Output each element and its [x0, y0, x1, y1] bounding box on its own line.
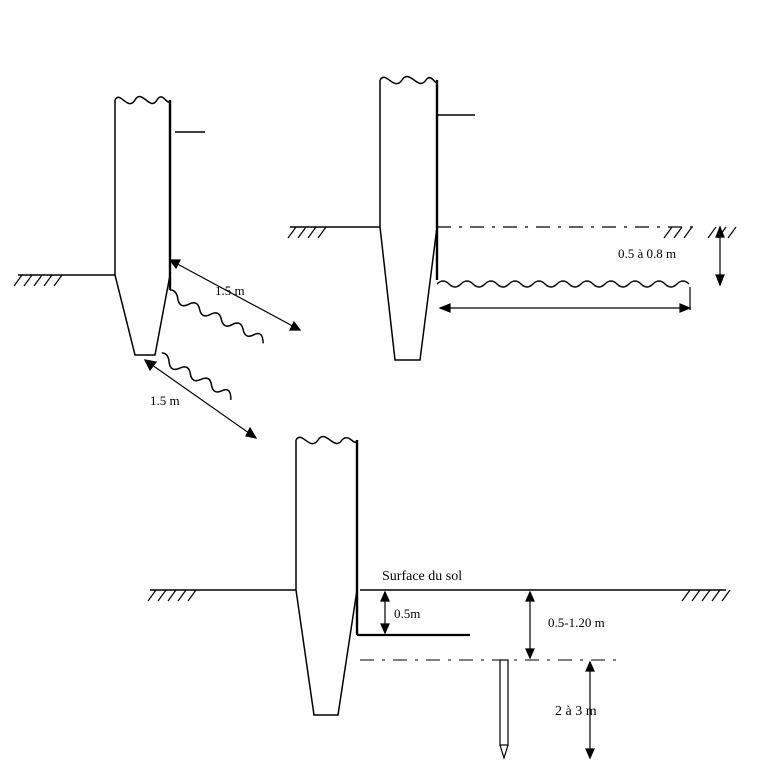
dim-0-5m: 0.5m — [394, 606, 420, 621]
label-surface: Surface du sol — [382, 569, 462, 584]
panel-top-right: 0.5 à 0.8 m — [288, 77, 736, 360]
dim-0-5-1-20: 0.5-1.20 m — [548, 615, 605, 630]
dim-upper-1: 1.5 m — [215, 283, 245, 298]
engineering-schematic: 1.5 m 1.5 m — [0, 0, 777, 763]
dim-top-right: 0.5 à 0.8 m — [618, 246, 676, 261]
panel-top-left: 1.5 m 1.5 m — [14, 97, 300, 438]
dim-upper-2: 1.5 m — [150, 393, 180, 408]
dim-2-3m: 2 à 3 m — [555, 704, 597, 719]
panel-bottom: Surface du sol 0.5m 0.5-1.20 m 2 à 3 — [148, 437, 730, 758]
